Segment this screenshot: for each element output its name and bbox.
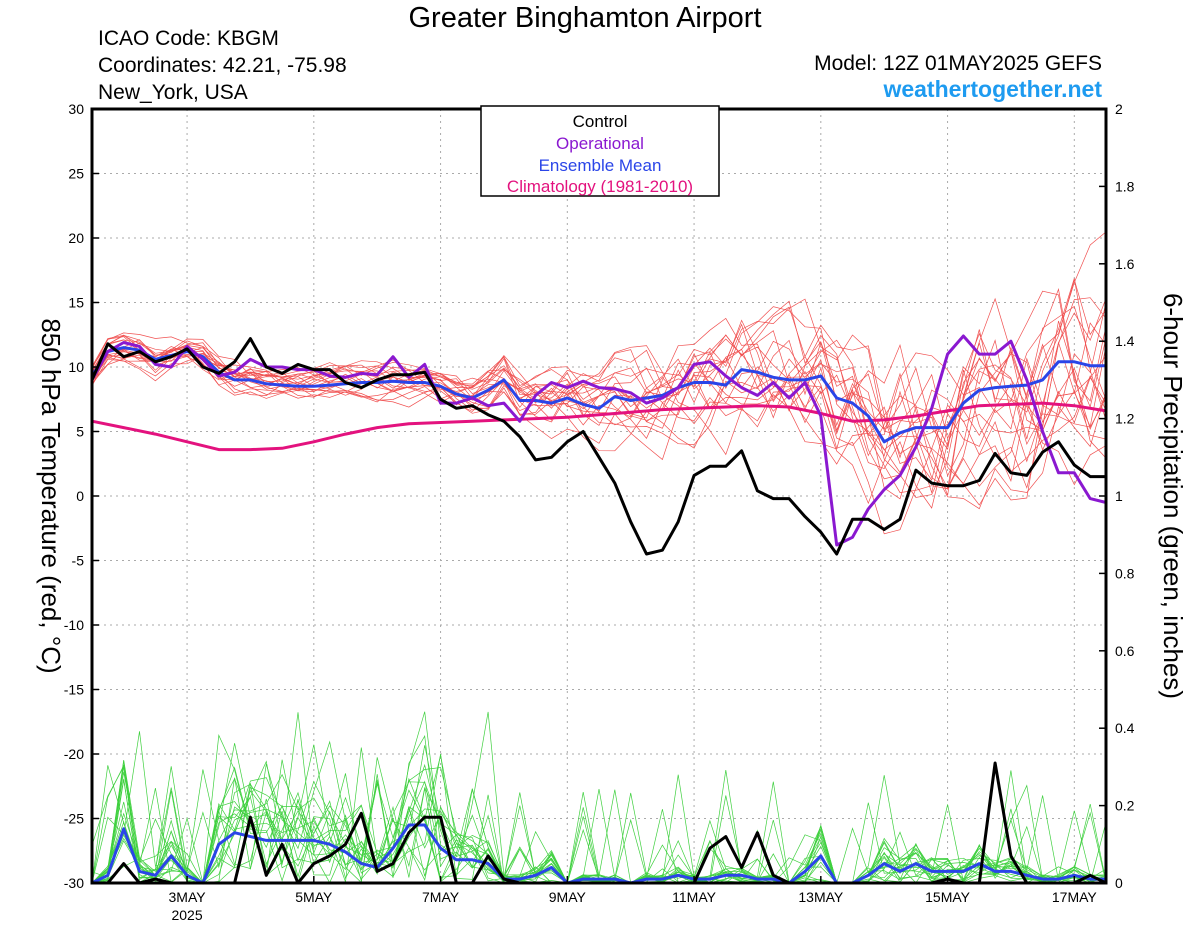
y2-tick-label: 1.4: [1115, 333, 1135, 349]
precip-member-line: [91, 711, 1107, 884]
y-tick-label: -10: [64, 617, 84, 633]
mean-precip-line: [91, 823, 1106, 885]
legend-box: [480, 105, 720, 197]
y-tick-label: -30: [64, 875, 84, 891]
y2-tick-label: 0.6: [1115, 643, 1135, 659]
precip-member-line: [91, 760, 1107, 884]
y-tick-label: -5: [72, 553, 85, 569]
x-tick-label: 9MAY: [549, 889, 587, 905]
precip-member-line: [91, 731, 1107, 884]
temp-member-line: [91, 322, 1107, 477]
y-tick-label: 5: [76, 424, 84, 440]
temp-member-line: [91, 278, 1107, 505]
y-tick-label: -25: [64, 811, 84, 827]
y2-tick-label: 1.6: [1115, 256, 1135, 272]
legend-control: Control: [573, 112, 628, 131]
left-axis-label: 850 hPa Temperature (red, °C): [36, 318, 66, 673]
climatology-1981-2010-line: [91, 401, 1107, 452]
model-run: Model: 12Z 01MAY2025 GEFS: [814, 52, 1102, 75]
precip-member-line: [91, 765, 1107, 884]
legend: Control Operational Ensemble Mean Climat…: [480, 105, 720, 197]
x-tick-label: 11MAY: [672, 889, 716, 905]
y2-tick-label: 1.2: [1115, 411, 1135, 427]
right-axis-ticks: 2 1.8 1.6 1.4 1.2 1 0.8 0.6 0.4 0.2 0: [1099, 101, 1135, 891]
legend-climatology: Climatology (1981-2010): [507, 177, 693, 196]
x-tick-label: 15MAY: [925, 889, 971, 905]
y-tick-label: 15: [68, 295, 84, 311]
plot-frame: [90, 107, 1108, 885]
y2-tick-label: 1.8: [1115, 178, 1135, 194]
y-tick-label: 10: [68, 359, 84, 375]
operational-line: [90, 334, 1107, 547]
temp-member-line: [91, 290, 1107, 489]
y2-tick-label: 0.8: [1115, 565, 1135, 581]
temp-member-line: [91, 278, 1107, 440]
legend-ensemble-mean: Ensemble Mean: [539, 156, 662, 175]
y2-tick-label: 1: [1115, 488, 1123, 504]
site-link[interactable]: weathertogether.net: [883, 76, 1102, 102]
y2-tick-label: 0.4: [1115, 720, 1135, 736]
x-tick-label: 7MAY: [422, 889, 460, 905]
temp-member-line: [91, 231, 1107, 535]
temp-member-line: [91, 306, 1107, 463]
ensemble-mean-line: [90, 346, 1106, 444]
y-tick-label: 0: [76, 488, 84, 504]
temp-member-line: [91, 297, 1107, 500]
y-tick-label: -15: [64, 682, 84, 698]
grid-lines: [92, 109, 1106, 883]
y-tick-label: 20: [68, 230, 84, 246]
precip-member-line: [91, 764, 1107, 884]
x-tick-label: 13MAY: [798, 889, 844, 905]
x-tick-sublabel: 2025: [171, 907, 202, 923]
y-tick-label: -20: [64, 746, 84, 762]
left-axis-ticks: 30 25 20 15 10 5 0 -5 -10 -15 -20 -25 -30: [64, 101, 99, 891]
y2-tick-label: 0: [1115, 875, 1123, 891]
control-precip-line: [92, 761, 1107, 885]
legend-operational: Operational: [556, 134, 644, 153]
precip-member-line: [91, 712, 1107, 884]
icao-code: ICAO Code: KBGM: [98, 27, 279, 50]
coordinates: Coordinates: 42.21, -75.98: [98, 54, 347, 77]
chart-title: Greater Binghamton Airport: [408, 2, 762, 34]
precip-member-line: [91, 711, 1107, 884]
right-axis-label: 6-hour Precipitation (green, inches): [1158, 293, 1188, 699]
temp-member-line: [91, 302, 1107, 481]
y2-tick-label: 2: [1115, 101, 1123, 117]
x-tick-label: 3MAY: [169, 889, 207, 905]
temp-member-line: [91, 297, 1107, 490]
temp-member-line: [91, 330, 1107, 509]
y-tick-label: 25: [68, 166, 84, 182]
temp-member-line: [91, 306, 1107, 485]
precip-member-line: [91, 735, 1107, 884]
precip-member-line: [91, 760, 1107, 884]
x-axis-ticks: 3MAY 2025 5MAY 7MAY 9MAY 11MAY 13MAY 15MAY 17MAY: [169, 876, 1098, 923]
y2-tick-label: 0.2: [1115, 798, 1135, 814]
temp-member-line: [91, 305, 1107, 494]
x-tick-label: 5MAY: [295, 889, 333, 905]
precip-member-line: [91, 763, 1107, 884]
y-tick-label: 30: [68, 101, 84, 117]
ensemble-members: [91, 231, 1107, 884]
location: New_York, USA: [98, 81, 248, 104]
control-line: [90, 337, 1106, 556]
x-tick-label: 17MAY: [1052, 889, 1098, 905]
precip-member-line: [91, 733, 1107, 884]
